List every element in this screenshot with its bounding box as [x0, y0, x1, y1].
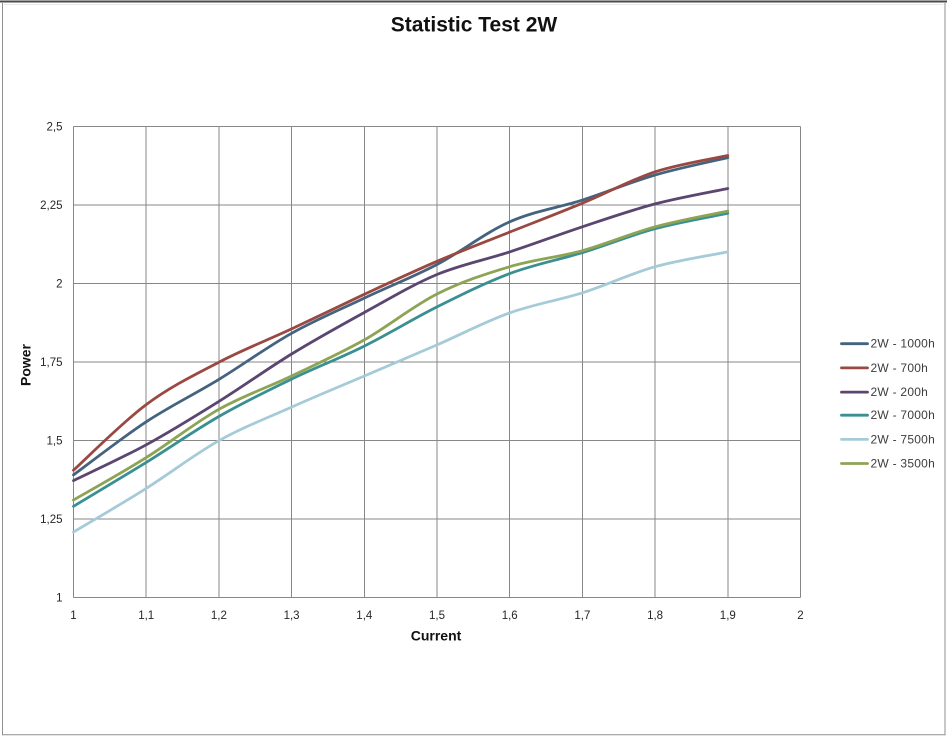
- svg-text:2W - 7000h: 2W - 7000h: [871, 408, 936, 422]
- svg-text:2: 2: [56, 278, 62, 290]
- svg-text:1,2: 1,2: [211, 610, 227, 622]
- svg-text:1: 1: [56, 592, 62, 604]
- svg-text:Current: Current: [411, 628, 462, 644]
- svg-text:Power: Power: [18, 343, 34, 386]
- svg-text:1,5: 1,5: [429, 610, 445, 622]
- svg-text:2,5: 2,5: [47, 121, 63, 133]
- svg-text:2W - 700h: 2W - 700h: [871, 361, 929, 375]
- svg-text:1,9: 1,9: [720, 610, 736, 622]
- svg-text:2W - 200h: 2W - 200h: [871, 385, 929, 399]
- svg-text:2,25: 2,25: [40, 200, 62, 212]
- svg-text:1,6: 1,6: [502, 610, 518, 622]
- svg-text:2W - 7500h: 2W - 7500h: [871, 432, 936, 446]
- svg-text:2W - 3500h: 2W - 3500h: [871, 457, 936, 471]
- svg-text:1: 1: [70, 610, 76, 622]
- svg-text:1,1: 1,1: [138, 610, 154, 622]
- svg-text:Statistic Test 2W: Statistic Test 2W: [391, 14, 558, 37]
- svg-text:1,4: 1,4: [356, 610, 373, 622]
- svg-text:2W - 1000h: 2W - 1000h: [871, 337, 936, 351]
- svg-text:1,75: 1,75: [40, 357, 62, 369]
- svg-text:1,7: 1,7: [574, 610, 590, 622]
- svg-text:2: 2: [797, 610, 803, 622]
- svg-text:1,3: 1,3: [284, 610, 300, 622]
- svg-text:1,25: 1,25: [40, 514, 62, 526]
- svg-text:1,8: 1,8: [647, 610, 663, 622]
- svg-text:1,5: 1,5: [47, 435, 63, 447]
